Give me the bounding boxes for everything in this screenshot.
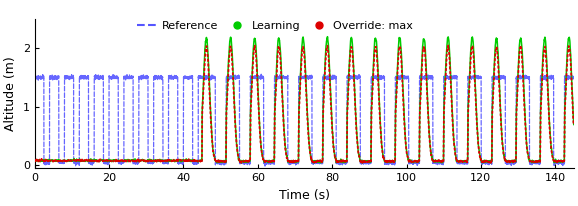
Y-axis label: Altitude (m): Altitude (m) (4, 56, 17, 131)
Legend: Reference, Learning, Override: max: Reference, Learning, Override: max (138, 21, 413, 31)
X-axis label: Time (s): Time (s) (279, 189, 330, 202)
